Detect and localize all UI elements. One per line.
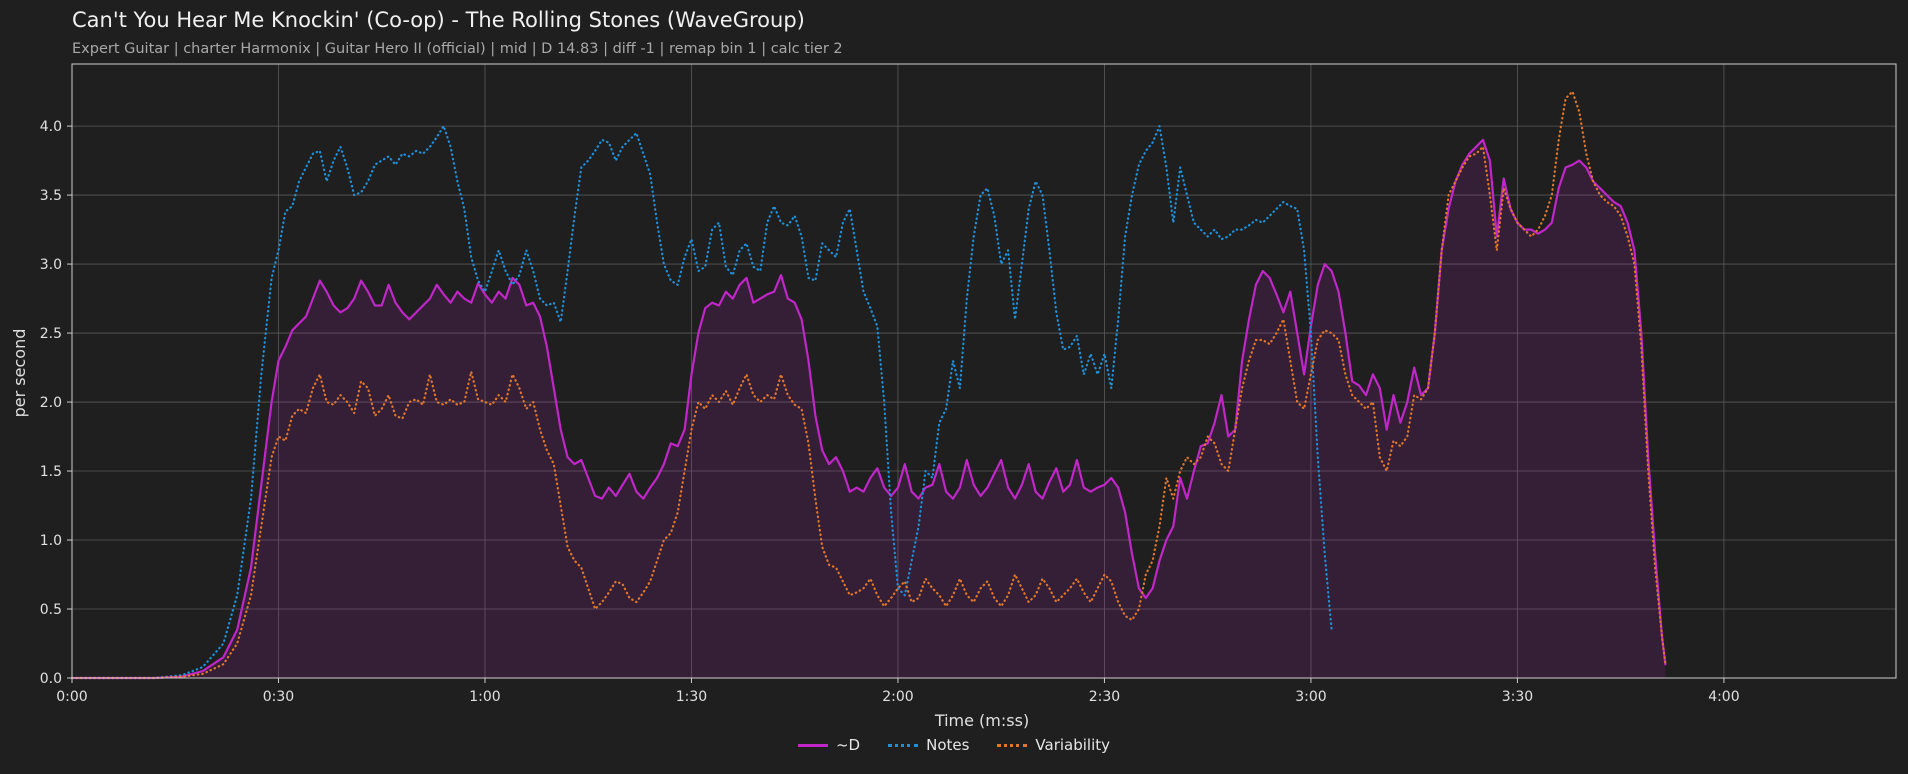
plot-area [72, 64, 1896, 678]
x-axis-label: Time (m:ss) [934, 711, 1029, 730]
x-tick-label: 1:00 [469, 689, 500, 705]
y-tick-label: 1.0 [40, 533, 62, 549]
y-tick-label: 2.5 [40, 326, 62, 342]
y-axis-label: per second [10, 329, 29, 418]
legend-swatch-d [797, 743, 828, 747]
legend: ~D Notes Variability [0, 736, 1908, 754]
x-tick-label: 4:00 [1708, 689, 1739, 705]
legend-item-notes: Notes [888, 736, 969, 754]
y-tick-label: 1.5 [40, 464, 62, 480]
plot-border [71, 63, 1897, 679]
y-tick-label: 0.5 [40, 602, 62, 618]
chart-subtitle: Expert Guitar | charter Harmonix | Guita… [72, 41, 843, 57]
x-tick-label: 3:30 [1502, 689, 1533, 705]
legend-item-d: ~D [797, 736, 861, 754]
series-lines [70, 90, 1667, 680]
grid [71, 64, 1896, 679]
legend-label-variability: Variability [1035, 736, 1111, 754]
x-tick-label: 2:00 [882, 689, 913, 705]
x-tick-label: 2:30 [1089, 689, 1120, 705]
legend-label-d: ~D [835, 736, 861, 754]
x-tick-label: 0:30 [263, 689, 294, 705]
chart-title: Can't You Hear Me Knockin' (Co-op) - The… [72, 8, 805, 32]
plot-frame [71, 63, 1897, 679]
x-tick-label: 1:30 [676, 689, 707, 705]
legend-swatch-notes [888, 743, 919, 747]
y-tick-label: 3.5 [40, 188, 62, 204]
y-tick-label: 0.0 [40, 671, 62, 687]
y-tick-label: 4.0 [40, 119, 62, 135]
legend-label-notes: Notes [926, 736, 970, 754]
series-line-d [70, 138, 1667, 680]
x-tick-label: 3:00 [1295, 689, 1326, 705]
x-axis-ticks: 0:00 0:30 1:00 1:30 2:00 2:30 3:00 3:30 4:00 [56, 678, 1740, 705]
area-fills [72, 139, 1666, 678]
y-tick-label: 3.0 [40, 257, 62, 273]
series-area-d [72, 139, 1666, 678]
y-tick-label: 2.0 [40, 395, 62, 411]
legend-swatch-variability [997, 743, 1028, 747]
x-tick-label: 0:00 [56, 689, 87, 705]
legend-item-variability: Variability [997, 736, 1110, 754]
series-line-variability [70, 90, 1667, 680]
y-axis-ticks: 0.0 0.5 1.0 1.5 2.0 2.5 3.0 3.5 4.0 [40, 119, 72, 687]
